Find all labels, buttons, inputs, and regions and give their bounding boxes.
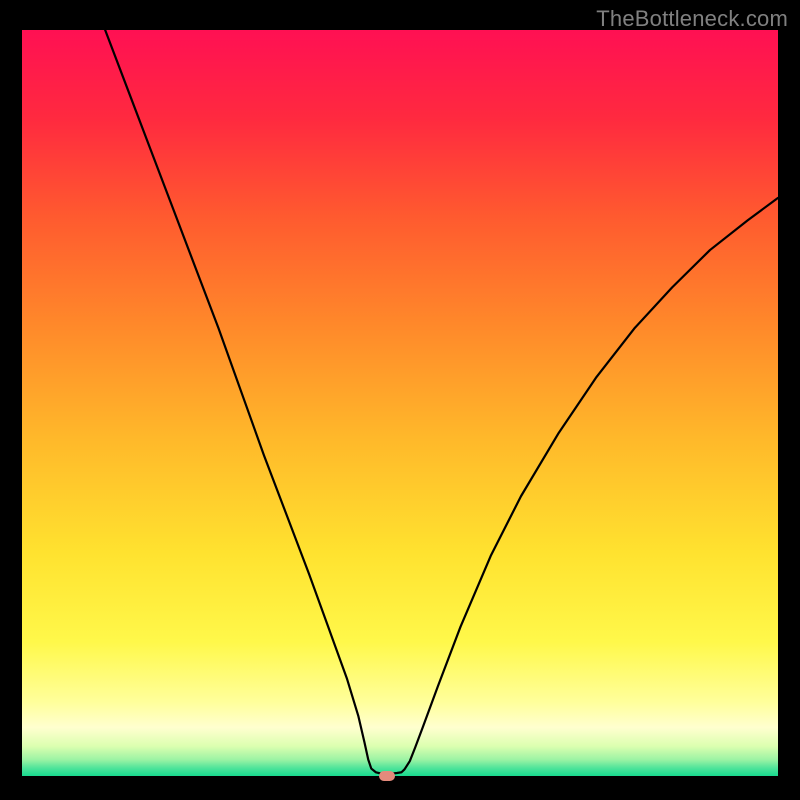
watermark-text: TheBottleneck.com — [596, 6, 788, 32]
bottleneck-curve — [22, 30, 778, 776]
chart-frame: TheBottleneck.com — [0, 0, 800, 800]
minimum-marker — [379, 771, 395, 781]
plot-area — [22, 30, 778, 776]
